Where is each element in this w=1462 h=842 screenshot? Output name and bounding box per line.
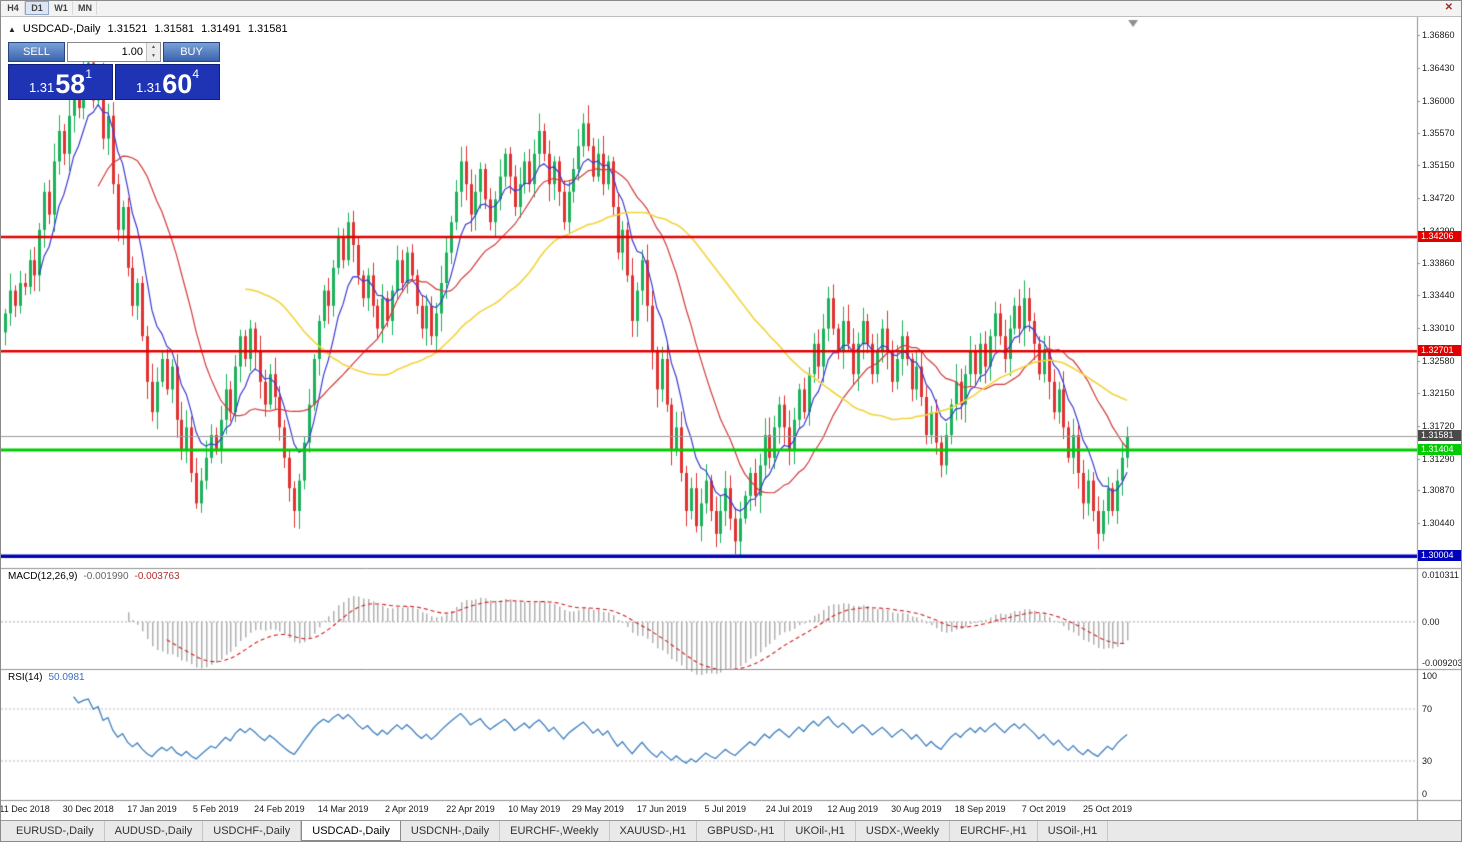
tab-usdcnh-daily[interactable]: USDCNH-,Daily xyxy=(401,821,501,841)
open-value: 1.31521 xyxy=(107,23,148,35)
date-label: 25 Oct 2019 xyxy=(1082,804,1133,814)
macd-axis-label: 0.010311 xyxy=(1422,570,1459,580)
rsi-axis-label: 70 xyxy=(1422,704,1433,714)
date-label: 18 Sep 2019 xyxy=(954,804,1006,814)
date-label: 24 Feb 2019 xyxy=(254,804,305,814)
price-axis-label: 1.33440 xyxy=(1422,290,1455,301)
rsi-indicator-header: RSI(14) 50.0981 xyxy=(8,672,91,683)
price-axis-label: 1.30870 xyxy=(1422,485,1455,496)
price-axis-label: 1.32150 xyxy=(1422,388,1455,399)
sell-price-display[interactable]: 1.31 58 1 xyxy=(8,64,113,100)
timeframe-mn-button[interactable]: MN xyxy=(73,1,97,15)
current-price-tag: 1.31581 xyxy=(1418,430,1461,442)
high-value: 1.31581 xyxy=(154,23,195,35)
macd-title: MACD(12,26,9) xyxy=(8,571,78,582)
date-label: 2 Apr 2019 xyxy=(385,804,429,814)
date-label: 14 Mar 2019 xyxy=(317,804,369,814)
timeframe-w1-button[interactable]: W1 xyxy=(49,1,73,15)
spin-up-icon[interactable]: ▲ xyxy=(147,43,160,52)
volume-input[interactable] xyxy=(68,43,146,61)
date-label: 24 Jul 2019 xyxy=(765,804,813,814)
rsi-axis-label: 30 xyxy=(1422,756,1433,766)
volume-stepper: ▲ ▼ xyxy=(67,42,161,62)
date-label: 17 Jun 2019 xyxy=(636,804,687,814)
volume-spin-buttons: ▲ ▼ xyxy=(146,43,160,61)
date-label: 29 May 2019 xyxy=(571,804,624,814)
tab-xauusd-h1[interactable]: XAUUSD-,H1 xyxy=(610,821,698,841)
price-axis-label: 1.33860 xyxy=(1422,258,1455,269)
price-axis-label: 1.36860 xyxy=(1422,30,1455,41)
buy-price-display[interactable]: 1.31 60 4 xyxy=(115,64,220,100)
tab-eurchf-weekly[interactable]: EURCHF-,Weekly xyxy=(500,821,610,841)
price-axis-label: 1.34720 xyxy=(1422,192,1455,203)
price-axis-label: 1.36430 xyxy=(1422,62,1455,73)
date-label: 30 Aug 2019 xyxy=(891,804,942,814)
date-label: 30 Dec 2018 xyxy=(62,804,114,814)
price-level-tag: 1.32701 xyxy=(1418,345,1461,357)
timeframe-toolbar: H4 D1 W1 MN ✕ xyxy=(1,1,1461,17)
macd-signal-value: -0.003763 xyxy=(134,571,180,582)
low-value: 1.31491 xyxy=(201,23,241,35)
ohlc-readout: ▲ USDCAD-,Daily 1.31521 1.31581 1.31491 1.315… xyxy=(8,23,295,35)
buy-price-base: 1.31 xyxy=(135,80,162,95)
date-label: 5 Feb 2019 xyxy=(192,804,239,814)
tick-up-icon: ▲ xyxy=(8,25,16,34)
close-icon[interactable]: ✕ xyxy=(1444,2,1453,13)
sell-price-point: 1 xyxy=(85,67,93,81)
price-axis-label: 1.34290 xyxy=(1422,226,1455,236)
tab-eurusd-daily[interactable]: EURUSD-,Daily xyxy=(6,821,105,841)
buy-price-point: 4 xyxy=(192,67,200,81)
rsi-axis-label: 100 xyxy=(1422,671,1438,681)
macd-axis-label: 0.00 xyxy=(1422,616,1440,627)
price-axis-label: 1.31290 xyxy=(1422,453,1455,464)
price-axis-label: 1.33010 xyxy=(1422,322,1455,333)
tab-usdx-weekly[interactable]: USDX-,Weekly xyxy=(856,821,951,841)
price-level-tag: 1.34206 xyxy=(1418,230,1461,242)
price-axis-label: 1.35150 xyxy=(1422,160,1455,171)
price-axis-label: 1.31720 xyxy=(1422,420,1455,431)
date-label: 7 Oct 2019 xyxy=(1021,804,1066,814)
date-label: 12 Aug 2019 xyxy=(827,804,878,814)
symbol-period-label: USDCAD-,Daily xyxy=(22,23,101,35)
chart-tab-bar: EURUSD-,Daily AUDUSD-,Daily USDCHF-,Daily U… xyxy=(1,820,1461,841)
tab-audusd-daily[interactable]: AUDUSD-,Daily xyxy=(105,821,204,841)
macd-indicator-header: MACD(12,26,9) -0.001990 -0.003763 xyxy=(8,571,186,582)
sell-price-base: 1.31 xyxy=(28,80,55,95)
close-value: 1.31581 xyxy=(247,23,288,35)
price-axis-label: 1.30440 xyxy=(1422,518,1455,529)
tab-eurchf-h1[interactable]: EURCHF-,H1 xyxy=(950,821,1038,841)
buy-button[interactable]: BUY xyxy=(163,42,220,62)
price-axis-label: 1.36000 xyxy=(1422,95,1455,106)
price-axis-label: 1.35570 xyxy=(1422,128,1455,139)
sell-button[interactable]: SELL xyxy=(8,42,65,62)
spin-down-icon[interactable]: ▼ xyxy=(147,52,160,61)
timeframe-h4-button[interactable]: H4 xyxy=(1,1,25,15)
rsi-axis-label: 0 xyxy=(1422,789,1428,799)
date-label: 5 Jul 2019 xyxy=(704,804,747,814)
buy-price-pips: 60 xyxy=(162,69,193,99)
tab-usoil-h1[interactable]: USOil-,H1 xyxy=(1038,821,1109,841)
date-label: 10 May 2019 xyxy=(508,804,561,814)
tab-usdcad-daily[interactable]: USDCAD-,Daily xyxy=(301,821,401,841)
timeframe-d1-button[interactable]: D1 xyxy=(25,1,49,15)
date-label: 11 Dec 2018 xyxy=(0,804,50,814)
tab-ukoil-h1[interactable]: UKOil-,H1 xyxy=(785,821,856,841)
macd-main-value: -0.001990 xyxy=(83,571,129,582)
macd-axis-label: -0.009203 xyxy=(1422,658,1462,668)
rsi-value: 50.0981 xyxy=(48,672,85,683)
date-label: 17 Jan 2019 xyxy=(127,804,177,814)
price-level-tag: 1.31404 xyxy=(1418,443,1461,455)
tab-gbpusd-h1[interactable]: GBPUSD-,H1 xyxy=(697,821,786,841)
one-click-trading-panel: SELL ▲ ▼ BUY 1.31 58 1 1.31 60 4 xyxy=(8,42,220,100)
price-axis-label: 1.32580 xyxy=(1422,355,1455,366)
price-level-tag: 1.30004 xyxy=(1418,550,1461,562)
sell-price-pips: 58 xyxy=(55,69,86,99)
tab-usdchf-daily[interactable]: USDCHF-,Daily xyxy=(203,821,302,841)
date-label: 22 Apr 2019 xyxy=(446,804,495,814)
rsi-title: RSI(14) xyxy=(8,672,43,683)
